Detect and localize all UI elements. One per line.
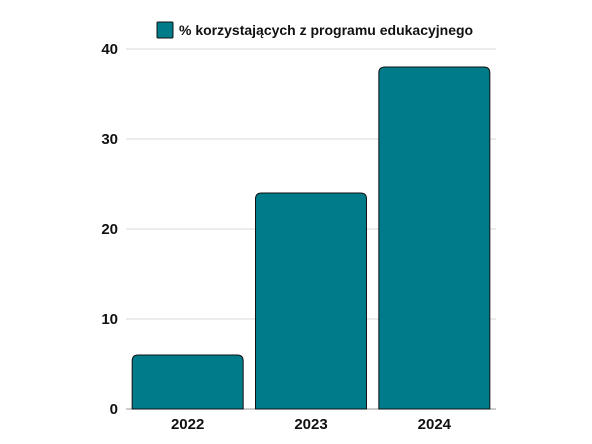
y-tick-label: 40 [101,41,118,58]
x-axis-ticks: 2022 2023 2024 [171,416,452,433]
y-axis-ticks: 0 10 20 30 40 [101,41,118,418]
y-tick-label: 10 [101,311,118,328]
x-tick-label: 2022 [171,416,204,433]
legend-swatch [156,21,174,39]
bar-2023 [255,192,367,410]
bars [131,66,491,410]
y-tick-label: 20 [101,221,118,238]
x-tick-label: 2023 [294,416,327,433]
y-tick-label: 0 [110,401,118,418]
bar-2022 [131,354,244,410]
bar-2024 [378,66,491,410]
legend-label: % korzystających z programu edukacyjnego [179,22,473,38]
legend: % korzystających z programu edukacyjnego [156,21,473,39]
y-tick-label: 30 [101,131,118,148]
x-tick-label: 2024 [418,416,452,433]
